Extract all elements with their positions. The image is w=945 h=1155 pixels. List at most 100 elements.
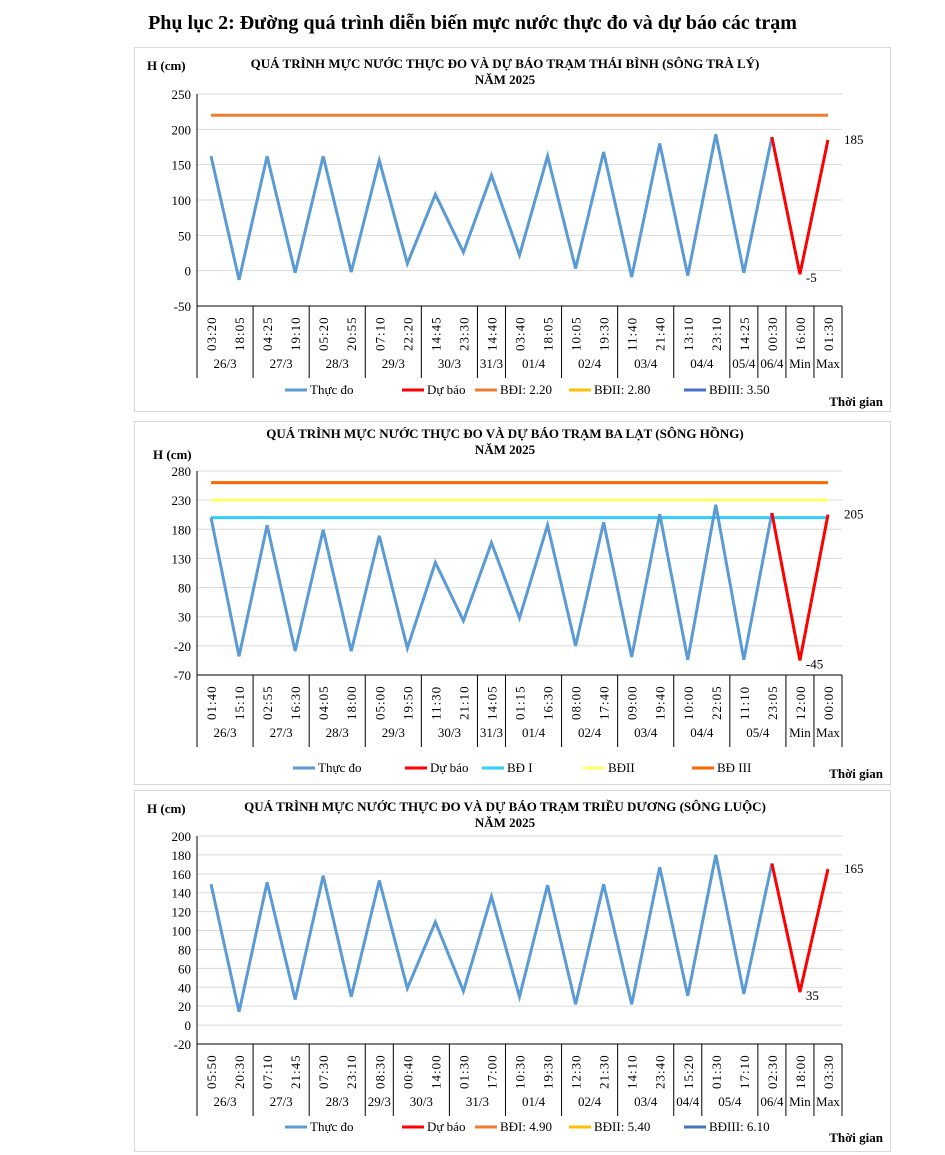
y-tick-label: 0: [185, 264, 192, 279]
group-label: 02/4: [578, 725, 602, 740]
x-tick-label: 01:40: [204, 685, 219, 720]
group-label: 27/3: [270, 725, 293, 740]
chart-title: NĂM 2025: [475, 72, 536, 87]
x-tick-label: 16:30: [541, 685, 556, 720]
data-label: -5: [806, 270, 817, 285]
y-tick-label: 100: [172, 924, 192, 939]
chart-ba-lat: QUÁ TRÌNH MỰC NƯỚC THỰC ĐO VÀ DỰ BÁO TRẠ…: [134, 421, 891, 785]
x-tick-label: 23:10: [709, 316, 724, 351]
group-label: 03/4: [634, 356, 658, 371]
group-label: 03/4: [634, 725, 658, 740]
x-tick-label: 14:00: [428, 1054, 443, 1089]
page-title: Phụ lục 2: Đường quá trình diễn biến mực…: [148, 12, 797, 34]
group-label: Min: [789, 356, 811, 371]
y-axis-label: H (cm): [147, 58, 186, 73]
x-tick-label: 17:40: [597, 685, 612, 720]
group-label: 01/4: [522, 725, 546, 740]
legend-label: Thực đo: [310, 1119, 354, 1134]
y-tick-label: 130: [172, 551, 192, 566]
y-tick-label: -20: [174, 1037, 191, 1052]
x-tick-label: 10:30: [513, 1054, 528, 1089]
x-tick-label: 17:00: [484, 1054, 499, 1089]
legend-label: BĐII: [608, 760, 635, 775]
x-tick-label: 03:40: [513, 316, 528, 351]
x-axis-label: Thời gian: [829, 394, 884, 409]
group-label: 31/3: [480, 725, 503, 740]
x-tick-label: 04:05: [316, 685, 331, 720]
x-tick-label: 05:00: [372, 685, 387, 720]
x-tick-label: 15:10: [232, 685, 247, 720]
y-tick-label: 30: [178, 610, 191, 625]
x-tick-label: 18:05: [541, 316, 556, 351]
x-tick-label: 05:50: [204, 1054, 219, 1089]
y-tick-label: 250: [172, 87, 192, 102]
x-tick-label: 20:30: [232, 1054, 247, 1089]
chart-trieu-duong: QUÁ TRÌNH MỰC NƯỚC THỰC ĐO VÀ DỰ BÁO TRẠ…: [134, 790, 891, 1152]
x-tick-label: 23:40: [653, 1054, 668, 1089]
group-label: 05/4: [746, 725, 770, 740]
x-tick-label: 01:15: [513, 685, 528, 720]
x-axis-label: Thời gian: [829, 1130, 884, 1145]
group-label: 01/4: [522, 1094, 546, 1109]
y-tick-label: 180: [172, 848, 192, 863]
forecast-series-line: [770, 863, 830, 993]
x-tick-label: 00:40: [400, 1054, 415, 1089]
x-tick-label: 19:10: [288, 316, 303, 351]
x-tick-label: 13:10: [681, 316, 696, 351]
x-tick-label: 11:10: [737, 686, 752, 720]
legend-label: BĐI: 4.90: [500, 1119, 552, 1134]
group-label: Max: [816, 356, 840, 371]
x-tick-label: 15:20: [681, 1054, 696, 1089]
x-tick-label: 14:05: [484, 685, 499, 720]
chart-title: QUÁ TRÌNH MỰC NƯỚC THỰC ĐO VÀ DỰ BÁO TRẠ…: [251, 56, 760, 71]
group-label: 03/4: [634, 1094, 658, 1109]
x-tick-label: 21:10: [456, 685, 471, 720]
group-label: 01/4: [522, 356, 546, 371]
group-label: 30/3: [410, 1094, 433, 1109]
x-tick-label: 14:40: [484, 316, 499, 351]
group-label: 26/3: [213, 356, 236, 371]
y-tick-label: 230: [172, 493, 192, 508]
x-tick-label: 23:30: [456, 316, 471, 351]
legend-label: BĐII: 5.40: [594, 1119, 650, 1134]
data-label: 165: [844, 861, 864, 876]
x-tick-label: 11:40: [625, 317, 640, 351]
x-tick-label: 17:10: [737, 1054, 752, 1089]
x-tick-label: 02:55: [260, 685, 275, 720]
x-tick-label: 23:10: [344, 1054, 359, 1089]
y-tick-label: 120: [172, 905, 192, 920]
data-label: 205: [844, 507, 864, 522]
group-label: Min: [789, 725, 811, 740]
x-tick-label: 12:30: [569, 1054, 584, 1089]
x-tick-label: 22:20: [400, 316, 415, 351]
chart-title: QUÁ TRÌNH MỰC NƯỚC THỰC ĐO VÀ DỰ BÁO TRẠ…: [266, 426, 744, 441]
y-tick-label: 40: [178, 980, 191, 995]
group-label: 29/3: [382, 725, 405, 740]
x-tick-label: 18:05: [232, 316, 247, 351]
y-tick-label: 200: [172, 829, 192, 844]
x-tick-label: 16:30: [288, 685, 303, 720]
group-label: 02/4: [578, 356, 602, 371]
data-label: 185: [844, 132, 864, 147]
group-label: 05/4: [732, 356, 756, 371]
x-tick-label: 18:00: [793, 1054, 808, 1089]
chart-svg: QUÁ TRÌNH MỰC NƯỚC THỰC ĐO VÀ DỰ BÁO TRẠ…: [147, 56, 884, 409]
legend-label: BĐIII: 3.50: [709, 382, 770, 397]
x-tick-label: 21:30: [597, 1054, 612, 1089]
y-tick-label: 100: [172, 193, 192, 208]
y-tick-label: 180: [172, 522, 192, 537]
x-tick-label: 14:25: [737, 316, 752, 351]
x-tick-label: 20:55: [344, 316, 359, 351]
group-label: 28/3: [326, 725, 349, 740]
x-tick-label: 03:30: [821, 1054, 836, 1089]
x-tick-label: 19:30: [541, 1054, 556, 1089]
x-tick-label: 08:00: [569, 685, 584, 720]
x-tick-label: 22:05: [709, 685, 724, 720]
legend-label: BĐI: 2.20: [500, 382, 552, 397]
group-label: 31/3: [466, 1094, 489, 1109]
x-tick-label: 04:25: [260, 316, 275, 351]
group-label: Min: [789, 1094, 811, 1109]
data-label: 35: [806, 988, 819, 1003]
x-tick-label: 14:45: [428, 316, 443, 351]
legend-label: Dự báo: [430, 760, 468, 775]
